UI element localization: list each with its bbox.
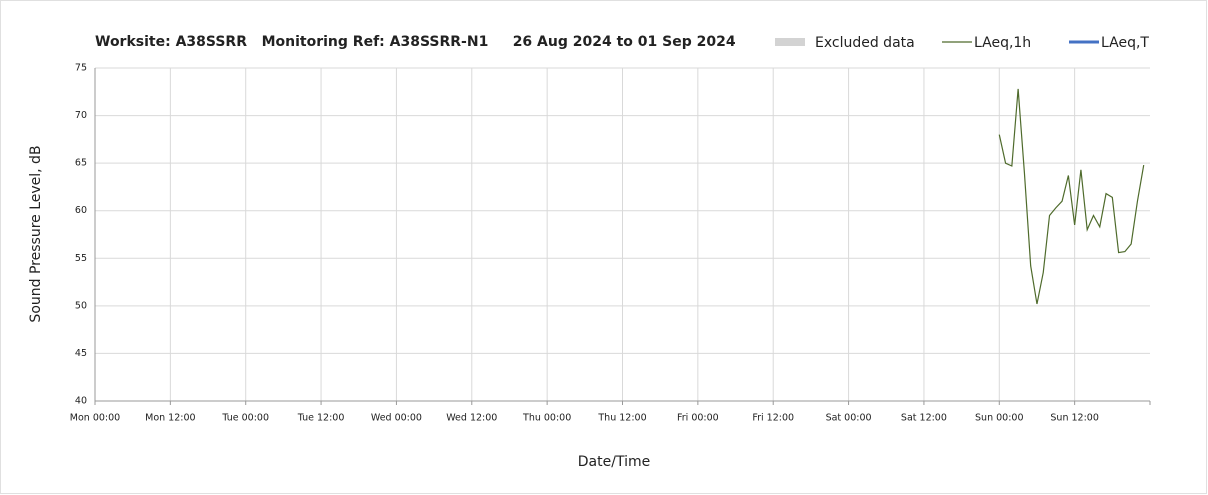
- x-tick-label: Thu 12:00: [597, 413, 646, 424]
- x-tick-label: Sat 12:00: [901, 413, 947, 424]
- y-tick-label: 55: [75, 253, 87, 264]
- legend-label: Excluded data: [815, 35, 915, 51]
- y-tick-label: 60: [75, 205, 87, 216]
- x-tick-label: Tue 12:00: [297, 413, 345, 424]
- x-tick-label: Wed 12:00: [446, 413, 497, 424]
- y-tick-label: 70: [75, 110, 87, 121]
- legend-swatch: [775, 38, 805, 46]
- x-tick-label: Sat 00:00: [826, 413, 872, 424]
- x-tick-label: Thu 00:00: [522, 413, 571, 424]
- legend-label: LAeq,1h: [974, 35, 1031, 51]
- x-tick-label: Tue 00:00: [221, 413, 269, 424]
- chart-title: Worksite: A38SSRR Monitoring Ref: A38SSR…: [95, 34, 736, 50]
- x-axis-label: Date/Time: [578, 454, 650, 470]
- y-tick-label: 75: [75, 63, 87, 74]
- x-tick-label: Mon 00:00: [70, 413, 120, 424]
- x-tick-label: Mon 12:00: [145, 413, 195, 424]
- x-tick-label: Fri 00:00: [677, 413, 719, 424]
- y-tick-label: 45: [75, 348, 87, 359]
- y-tick-label: 65: [75, 158, 87, 169]
- x-tick-label: Sun 12:00: [1050, 413, 1098, 424]
- y-tick-label: 40: [75, 396, 87, 407]
- legend-label: LAeq,T: [1101, 35, 1149, 51]
- series-line: [998, 88, 1145, 305]
- x-tick-label: Wed 00:00: [371, 413, 422, 424]
- x-tick-label: Fri 12:00: [752, 413, 794, 424]
- x-tick-label: Sun 00:00: [975, 413, 1023, 424]
- y-axis-label: Sound Pressure Level, dB: [28, 145, 44, 322]
- y-tick-label: 50: [75, 300, 87, 311]
